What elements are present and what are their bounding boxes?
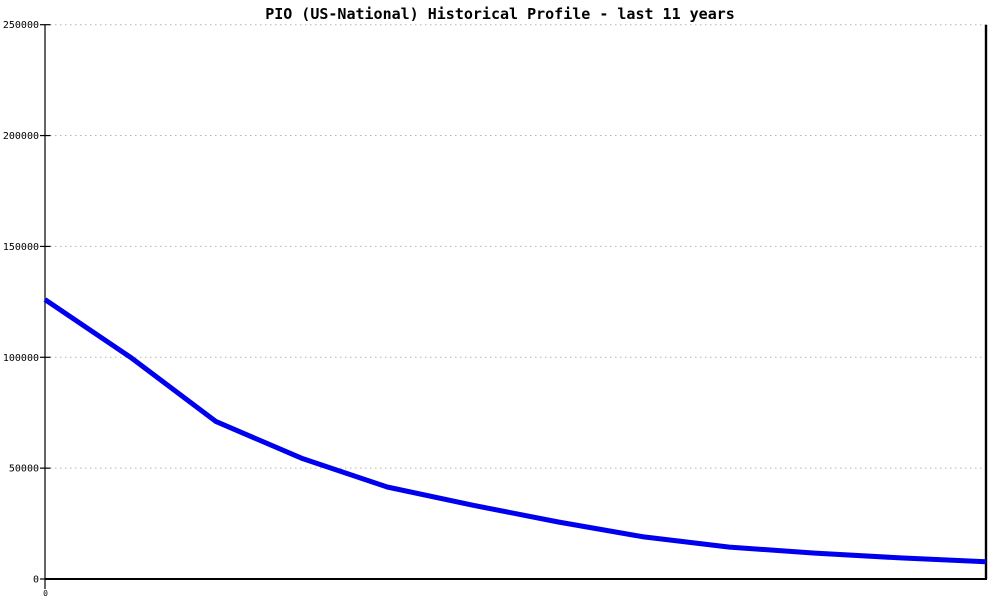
y-axis-tick-label: 50000 (9, 464, 39, 475)
y-axis-tick-label: 200000 (3, 131, 39, 142)
data-series-line (43, 297, 987, 565)
y-axis-tick-label: 0 (33, 575, 39, 586)
chart-title: PIO (US-National) Historical Profile - l… (265, 5, 735, 23)
y-axis-tick-label: 250000 (3, 20, 39, 31)
y-axis-tick-label: 100000 (3, 353, 39, 364)
y-axis-tick-label: 150000 (3, 242, 39, 253)
x-axis-tick-label: 0 (43, 589, 48, 598)
